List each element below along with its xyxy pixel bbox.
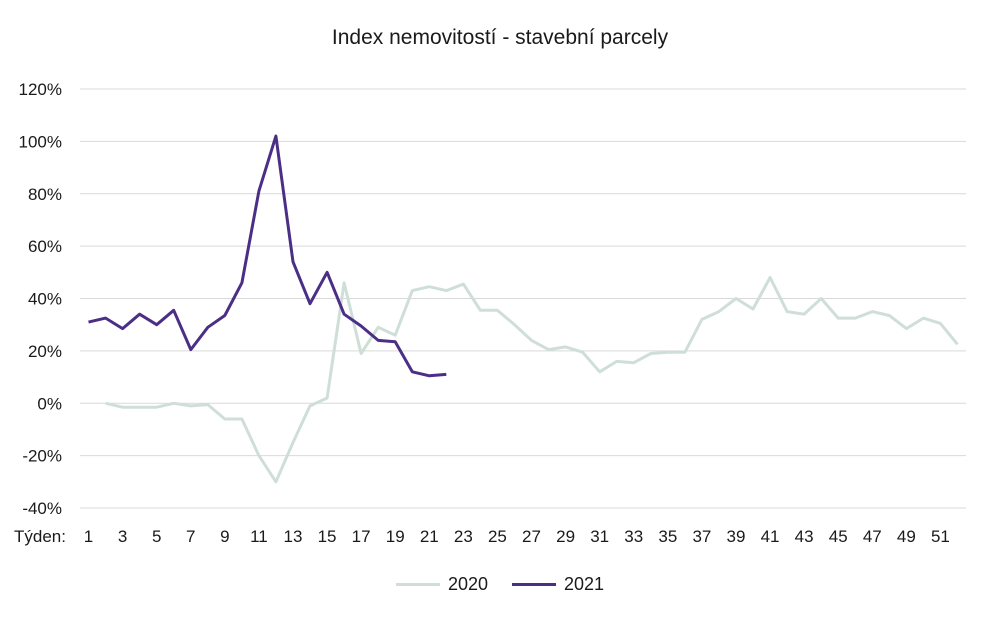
x-tick-label: 43 xyxy=(795,527,814,546)
x-axis-ticks: Týden: 1 3 5 7 9 11 13 15 17 19 21 23 25 27 29 31 33 35 37… xyxy=(14,527,950,546)
x-tick-label: 37 xyxy=(692,527,711,546)
x-axis-label: Týden: xyxy=(14,527,66,546)
x-tick-label: 21 xyxy=(420,527,439,546)
x-tick-label: 13 xyxy=(284,527,303,546)
x-tick-label: 49 xyxy=(897,527,916,546)
x-tick-label: 19 xyxy=(386,527,405,546)
x-tick-label: 23 xyxy=(454,527,473,546)
y-tick-label: 120% xyxy=(19,80,62,99)
legend-label-2020: 2020 xyxy=(447,574,488,594)
x-tick-label: 41 xyxy=(761,527,780,546)
x-tick-label: 39 xyxy=(727,527,746,546)
y-tick-label: 40% xyxy=(28,290,62,309)
y-tick-label: 100% xyxy=(19,132,62,151)
y-tick-label: 0% xyxy=(37,394,62,413)
legend: 2020 2021 xyxy=(0,574,1000,595)
x-tick-label: 29 xyxy=(556,527,575,546)
y-tick-label: -40% xyxy=(22,499,62,518)
x-tick-label: 51 xyxy=(931,527,950,546)
x-tick-label: 25 xyxy=(488,527,507,546)
legend-item-2021: 2021 xyxy=(512,574,604,595)
gridlines xyxy=(80,88,966,509)
y-tick-label: 60% xyxy=(28,237,62,256)
y-axis-ticks: 120% 100% 80% 60% 40% 20% 0% -20% -40% xyxy=(19,80,62,518)
y-tick-label: -20% xyxy=(22,447,62,466)
legend-label-2021: 2021 xyxy=(564,574,605,594)
x-tick-label: 5 xyxy=(152,527,161,546)
x-tick-label: 9 xyxy=(220,527,229,546)
y-tick-label: 80% xyxy=(28,185,62,204)
y-tick-label: 20% xyxy=(28,342,62,361)
x-tick-label: 15 xyxy=(318,527,337,546)
x-tick-label: 27 xyxy=(522,527,541,546)
x-tick-label: 1 xyxy=(84,527,93,546)
x-tick-label: 31 xyxy=(590,527,609,546)
legend-swatch-2021 xyxy=(512,583,556,586)
x-tick-label: 3 xyxy=(118,527,127,546)
legend-swatch-2020 xyxy=(395,583,440,586)
x-tick-label: 7 xyxy=(186,527,195,546)
series-line-2020 xyxy=(105,276,959,484)
chart-title: Index nemovitostí - stavební parcely xyxy=(331,26,669,49)
x-tick-label: 47 xyxy=(863,527,882,546)
x-tick-label: 35 xyxy=(658,527,677,546)
x-tick-label: 11 xyxy=(250,527,268,546)
x-tick-label: 33 xyxy=(624,527,643,546)
series-line-2021 xyxy=(88,134,447,378)
x-tick-label: 45 xyxy=(829,527,848,546)
x-tick-label: 17 xyxy=(352,527,371,546)
legend-item-2020: 2020 xyxy=(395,574,488,595)
series-lines xyxy=(88,134,959,484)
